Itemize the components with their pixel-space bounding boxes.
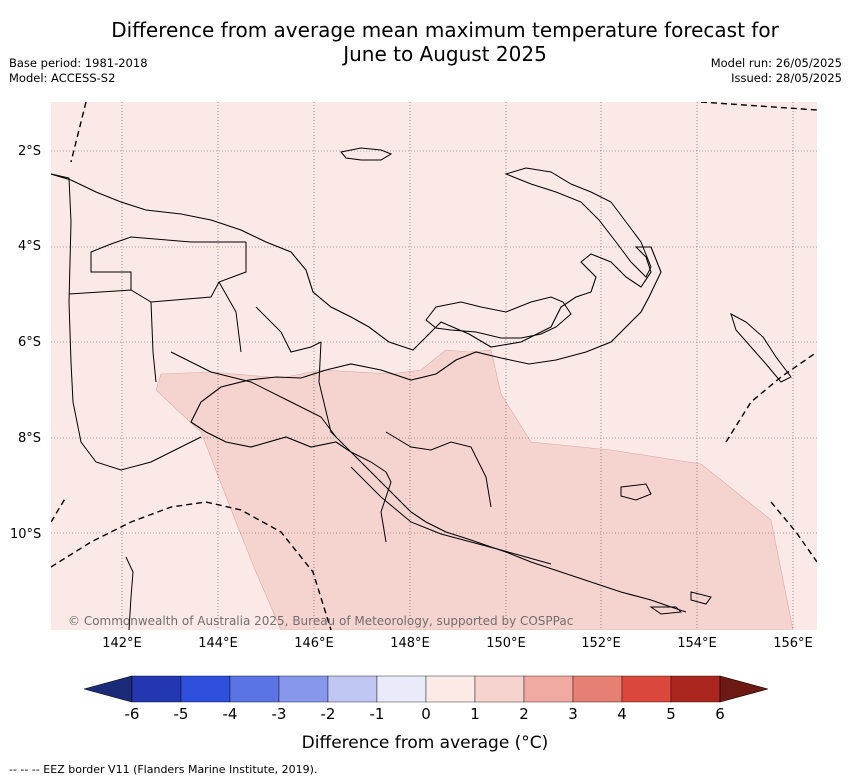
lon-label-150e: 150°E (486, 636, 526, 651)
colorbar-svg (82, 675, 770, 703)
cape-york (125, 556, 134, 630)
colorbar-segment (180, 675, 231, 703)
copyright-notice: © Commonwealth of Australia 2025, Bureau… (68, 614, 574, 628)
lon-label-148e: 148°E (390, 636, 430, 651)
colorbar-segment (621, 675, 672, 703)
colorbar-segment (572, 675, 623, 703)
colorbar-tick-label: -5 (173, 705, 189, 723)
colorbar-tick-label: 2 (519, 705, 529, 723)
lon-label-156e: 156°E (773, 636, 813, 651)
meta-right: Model run: 26/05/2025 Issued: 28/05/2025 (711, 56, 842, 86)
province-borders (68, 236, 492, 543)
colorbar-tick-label: -3 (271, 705, 287, 723)
colorbar-segment (523, 675, 574, 703)
colorbar-segment (327, 675, 378, 703)
new-britain (425, 296, 572, 339)
eez-borders (51, 102, 817, 630)
map-panel (51, 102, 817, 630)
colorbar-tick-label: 5 (666, 705, 676, 723)
base-period: Base period: 1981-2018 (9, 56, 148, 70)
lon-label-142e: 142°E (102, 636, 142, 651)
colorbar-segment (131, 675, 182, 703)
map-title: Difference from average mean maximum tem… (60, 18, 830, 66)
colorbar-tick-label: 6 (715, 705, 725, 723)
west-coastline (51, 173, 202, 471)
colorbar-tick-label: -1 (369, 705, 385, 723)
papuan-peninsula (350, 466, 552, 565)
colorbar-tick-label: 3 (568, 705, 578, 723)
model-run: Model run: 26/05/2025 (710, 56, 842, 70)
graticule (51, 102, 817, 630)
manus-island (340, 147, 393, 161)
colorbar-tick-label: 1 (470, 705, 480, 723)
colorbar-segment (474, 675, 525, 703)
colorbar-tick-label: -6 (124, 705, 140, 723)
colorbar-segment (425, 675, 476, 703)
lat-label-10s: 10°S (10, 527, 42, 542)
colorbar-tick-label: 4 (617, 705, 627, 723)
bougainville (730, 312, 792, 383)
issued-date: Issued: 28/05/2025 (731, 71, 842, 85)
colorbar-tick-label: -4 (222, 705, 238, 723)
meta-left: Base period: 1981-2018 Model: ACCESS-S2 (9, 56, 148, 86)
southeast-islands (620, 483, 712, 615)
lat-label-8s: 8°S (18, 431, 42, 446)
colorbar-segment (376, 675, 427, 703)
title-line-2: June to August 2025 (343, 42, 547, 66)
lat-label-6s: 6°S (18, 335, 42, 350)
lon-label-146e: 146°E (294, 636, 334, 651)
lon-label-154e: 154°E (677, 636, 717, 651)
title-line-1: Difference from average mean maximum tem… (111, 18, 779, 42)
new-ireland (504, 167, 652, 278)
eez-footer-note: -- -- -- EEZ border V11 (Flanders Marine… (9, 763, 318, 776)
colorbar-segment (670, 675, 721, 703)
colorbar-tick-label: -2 (320, 705, 336, 723)
lat-label-2s: 2°S (18, 144, 42, 159)
colorbar-tick-label: 0 (421, 705, 431, 723)
colorbar-extend-high (719, 675, 770, 703)
colorbar (82, 672, 770, 708)
lat-label-4s: 4°S (18, 239, 42, 254)
lon-label-152e: 152°E (581, 636, 621, 651)
colorbar-segment (229, 675, 280, 703)
colorbar-title: Difference from average (°C) (301, 733, 549, 753)
colorbar-extend-low (82, 675, 133, 703)
colorbar-segment (278, 675, 329, 703)
lon-label-144e: 144°E (198, 636, 238, 651)
warm-anomaly-region (155, 349, 794, 630)
model-name: Model: ACCESS-S2 (9, 71, 116, 85)
map-svg (51, 102, 817, 630)
new-guinea-coastline (51, 173, 687, 613)
